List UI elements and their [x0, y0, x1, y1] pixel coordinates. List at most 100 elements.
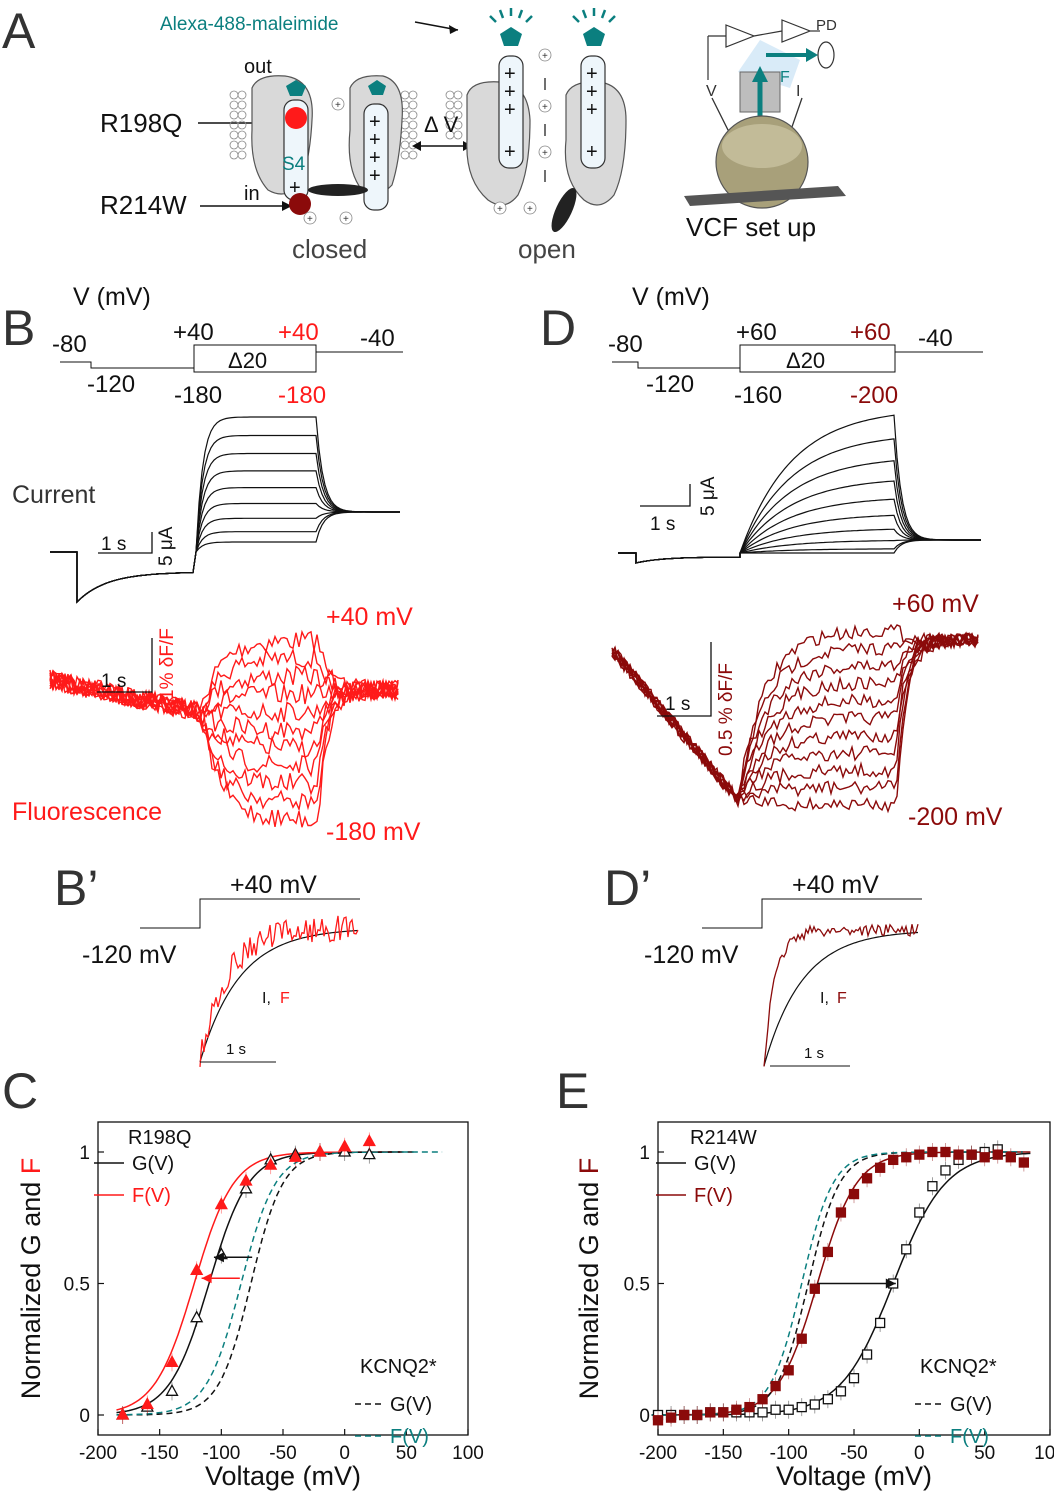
dp-time-scale: 1 s [804, 1045, 824, 1062]
data-point [835, 1207, 847, 1218]
data-point [757, 1407, 768, 1418]
x-tick-label: -100 [770, 1443, 808, 1464]
svg-text:+: + [369, 111, 381, 133]
closed-dye-left [286, 80, 306, 96]
current-trace [618, 460, 981, 564]
svg-text:+: + [497, 204, 503, 215]
d-current-traces [618, 414, 981, 564]
open-s4-helix-right [580, 55, 606, 169]
data-point [796, 1401, 807, 1413]
d-fluor-top-label: +60 mV [892, 590, 979, 618]
data-point [705, 1407, 716, 1418]
s4-label: S4 [282, 154, 306, 175]
open-ions [493, 48, 552, 215]
data-point [966, 1149, 977, 1160]
legend-title: KCNQ2* [360, 1356, 437, 1378]
open-dye-left [500, 27, 522, 46]
fluorescence-trace [611, 633, 979, 809]
current-trace [50, 452, 400, 604]
y-axis-label: Normalized G and F [16, 1158, 46, 1400]
x-tick-label: -50 [840, 1443, 867, 1464]
v-electrode-label: V [706, 83, 717, 100]
vcf-f-label: F [780, 69, 790, 86]
chart-e: -200 -150 -100 -50 0 50 100 0 0.5 1 Voltage (mV) No… [574, 1121, 1054, 1491]
data-point [718, 1407, 729, 1418]
r214w-arrowhead [282, 201, 292, 211]
panel-label-b-prime: B’ [54, 860, 98, 916]
data-point [678, 1409, 690, 1421]
svg-text:+: + [369, 129, 381, 151]
fit-curve [116, 1151, 418, 1416]
b-fluor-scalebar [97, 638, 153, 693]
fluorescence-trace [49, 669, 399, 812]
d-step-top-red-label: +60 [850, 319, 891, 346]
svg-text:+: + [335, 100, 341, 111]
bp-step-label: +40 mV [230, 871, 317, 899]
open-dye-rays [489, 8, 616, 23]
current-trace [50, 511, 400, 604]
svg-text:+: + [527, 204, 533, 215]
shift-arrowhead [201, 1273, 212, 1284]
fit-curve [116, 1151, 443, 1416]
data-point [214, 1197, 228, 1210]
chart-title: R198Q [128, 1127, 191, 1149]
panel-label-d-prime: D’ [604, 860, 651, 916]
svg-text:+: + [542, 102, 548, 113]
fluorescence-trace [611, 634, 979, 804]
bp-time-scale: 1 s [226, 1041, 246, 1058]
x-tick-label: 100 [452, 1443, 484, 1464]
data-point [835, 1386, 847, 1397]
data-point [927, 1181, 938, 1192]
legend-label: F(V) [132, 1185, 171, 1207]
i-electrode-label: I [796, 83, 800, 100]
x-axis-label: Voltage (mV) [205, 1461, 361, 1491]
mutation-r214w-label: R214W [100, 190, 187, 220]
d-step-bottom-red-label: -200 [850, 382, 898, 409]
data-point [313, 1144, 327, 1157]
closed-s4-helix-right [363, 103, 389, 211]
data-point [888, 1154, 899, 1166]
dp-hold-label: -120 mV [644, 941, 739, 969]
data-point [165, 1383, 179, 1396]
d-current-amp-scale: 5 μA [698, 476, 719, 516]
panel-label-d: D [540, 300, 576, 356]
b-step-top-label: +40 [173, 319, 214, 346]
data-point [239, 1173, 253, 1186]
d-step-bottom-label: -160 [734, 382, 782, 409]
data-point [783, 1404, 794, 1415]
svg-text:+: + [504, 141, 516, 163]
oocyte-highlight [722, 124, 802, 168]
x-axis-label: Voltage (mV) [776, 1461, 932, 1491]
data-point [979, 1152, 990, 1163]
x-tick-label: -100 [202, 1443, 240, 1464]
closed-dye-right [368, 80, 386, 95]
dp-legend-f: F [837, 990, 847, 1007]
pd-label: PD [816, 17, 837, 34]
bp-legend-i: I, [262, 990, 271, 1007]
d-hold-label: -80 [608, 331, 643, 358]
d-current-scalebar [640, 484, 691, 507]
data-point [165, 1355, 179, 1368]
data-point [809, 1399, 820, 1410]
legend-label: G(V) [694, 1153, 736, 1175]
b-prepulse-label: -120 [87, 371, 135, 398]
data-point [874, 1162, 886, 1173]
r214w-residue [289, 193, 311, 215]
delta-v-arrowhead-left [412, 141, 421, 151]
y-tick-label: 0 [639, 1406, 650, 1427]
y-axis-label-part: Normalized G and [16, 1174, 46, 1399]
d-fluor-bottom-label: -200 mV [908, 803, 1003, 831]
data-point [338, 1139, 352, 1152]
data-point [927, 1146, 938, 1158]
data-point [362, 1147, 376, 1160]
b-fluor-time-scale: 1 s [101, 671, 126, 692]
data-point [140, 1397, 154, 1410]
current-trace [50, 511, 400, 604]
bp-hold-label: -120 mV [82, 941, 177, 969]
open-helix-charges: ++++ ++++ [504, 63, 598, 163]
dye-label: Alexa-488-maleimide [160, 14, 338, 35]
x-tick-label: 50 [974, 1443, 995, 1464]
data-point [770, 1404, 781, 1415]
y-tick-label: 1 [79, 1143, 90, 1164]
data-point [1018, 1157, 1030, 1168]
